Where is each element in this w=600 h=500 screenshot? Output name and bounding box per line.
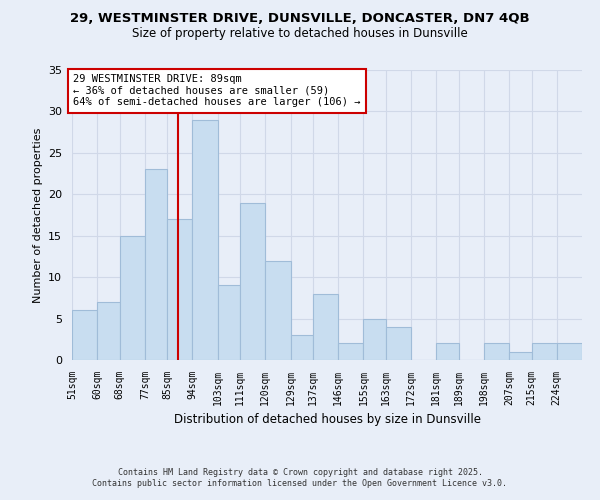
Bar (218, 286, 240, 360)
Bar (167, 219, 193, 360)
Bar (290, 335, 313, 360)
Text: 29 WESTMINSTER DRIVE: 89sqm
← 36% of detached houses are smaller (59)
64% of sem: 29 WESTMINSTER DRIVE: 89sqm ← 36% of det… (73, 74, 361, 108)
Y-axis label: Number of detached properties: Number of detached properties (32, 128, 43, 302)
Bar (313, 294, 338, 360)
Bar (145, 170, 167, 360)
Bar (265, 260, 290, 360)
Bar (484, 344, 509, 360)
Bar (509, 352, 532, 360)
Text: Size of property relative to detached houses in Dunsville: Size of property relative to detached ho… (132, 28, 468, 40)
X-axis label: Distribution of detached houses by size in Dunsville: Distribution of detached houses by size … (173, 414, 481, 426)
Bar (193, 120, 218, 360)
Bar (436, 344, 459, 360)
Bar (557, 344, 582, 360)
Bar (386, 327, 411, 360)
Bar (119, 236, 145, 360)
Bar (532, 344, 557, 360)
Text: 29, WESTMINSTER DRIVE, DUNSVILLE, DONCASTER, DN7 4QB: 29, WESTMINSTER DRIVE, DUNSVILLE, DONCAS… (70, 12, 530, 26)
Bar (72, 310, 97, 360)
Bar (97, 302, 119, 360)
Bar (338, 344, 364, 360)
Bar (240, 202, 265, 360)
Text: Contains HM Land Registry data © Crown copyright and database right 2025.
Contai: Contains HM Land Registry data © Crown c… (92, 468, 508, 487)
Bar (364, 318, 386, 360)
